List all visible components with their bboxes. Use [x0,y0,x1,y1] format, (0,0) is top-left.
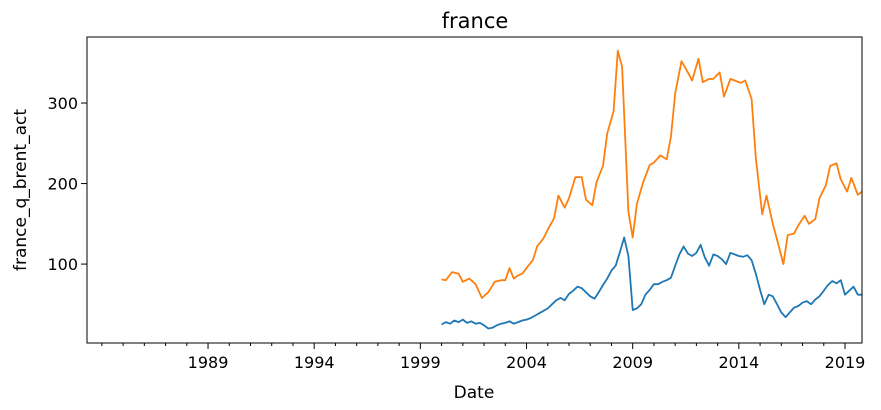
chart-title: france [442,9,509,33]
x-axis-title: Date [454,383,495,403]
x-tick-label: 1989 [188,353,229,372]
x-tick-label: 1994 [294,353,335,372]
plot-area [441,49,863,330]
x-axis: 1989 1994 1999 2004 2009 2014 2019 [101,343,866,372]
x-tick-label: 1999 [400,353,441,372]
plot-frame [86,36,863,344]
x-tick-label: 2014 [718,353,759,372]
y-axis-title: france_q_brent_act [11,109,31,271]
series-line-2 [441,49,863,299]
x-tick-label: 2009 [612,353,653,372]
series-line-1 [441,236,862,330]
y-axis: 100 200 300 [47,94,87,274]
x-tick-label: 2004 [506,353,547,372]
x-tick-label: 2019 [825,353,866,372]
y-tick-label: 300 [47,94,78,113]
y-tick-label: 100 [47,255,78,274]
y-tick-label: 200 [47,175,78,194]
